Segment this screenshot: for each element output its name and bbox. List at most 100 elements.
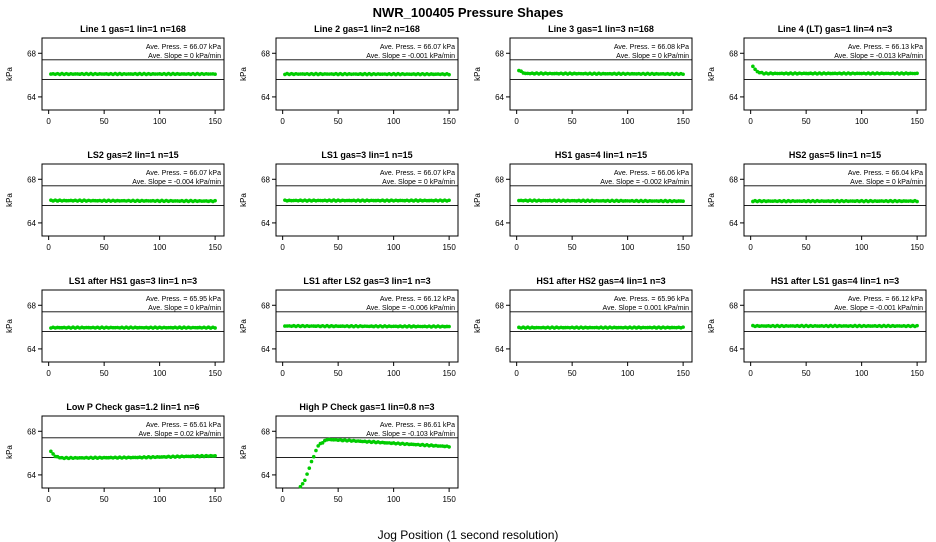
y-tick-label: 68 <box>261 427 270 436</box>
y-tick-label: 64 <box>495 345 504 354</box>
data-point <box>213 454 217 458</box>
data-point <box>213 72 217 77</box>
data-series <box>751 198 919 204</box>
data-series <box>283 71 451 77</box>
data-point <box>447 445 451 449</box>
annotation-ave-slope: Ave. Slope = -0.004 kPa/min <box>132 179 221 186</box>
data-point <box>447 324 451 329</box>
plot-box <box>509 163 693 237</box>
data-point <box>915 71 919 76</box>
panel-plot: Line 3 gas=1 lin=3 n=168 64 68 0 50 100 150 kPa… <box>473 24 693 126</box>
annotation-ave-slope: Ave. Slope = 0.001 kPa/min <box>603 305 690 312</box>
x-tick-label: 150 <box>676 117 690 126</box>
data-series <box>49 325 217 330</box>
annotation-ave-press: Ave. Press. = 66.12 kPa <box>848 296 923 303</box>
panel-plot: LS1 after LS2 gas=3 lin=1 n=3 64 68 0 50 100 1… <box>239 276 459 378</box>
y-tick-label: 68 <box>495 49 504 58</box>
y-tick-label: 68 <box>729 49 738 58</box>
x-tick-label: 50 <box>568 117 577 126</box>
data-series <box>298 437 451 489</box>
y-tick-label: 64 <box>729 93 738 102</box>
y-tick-label: 68 <box>495 175 504 184</box>
x-tick-label: 100 <box>855 369 869 378</box>
data-point <box>751 64 755 69</box>
panel-cell: LS1 gas=3 lin=1 n=15 64 68 0 50 100 150 kPa Ave.… <box>234 148 468 274</box>
y-axis-label: kPa <box>239 193 248 207</box>
annotation-ave-slope: Ave. Slope = 0.02 kPa/min <box>138 431 221 438</box>
data-series <box>751 323 919 329</box>
y-tick-label: 68 <box>729 301 738 310</box>
x-tick-label: 50 <box>802 117 811 126</box>
panel-title: Line 2 gas=1 lin=2 n=168 <box>314 24 420 34</box>
annotation-ave-slope: Ave. Slope = -0.006 kPa/min <box>366 305 455 312</box>
panel-cell: HS1 gas=4 lin=1 n=15 64 68 0 50 100 150 kPa Ave.… <box>468 148 702 274</box>
annotation-ave-slope: Ave. Slope = -0.013 kPa/min <box>834 53 923 60</box>
y-axis-label: kPa <box>707 319 716 333</box>
y-tick-label: 64 <box>261 219 270 228</box>
panel-plot: Line 1 gas=1 lin=1 n=168 64 68 0 50 100 150 kPa… <box>5 24 225 126</box>
plot-box <box>509 289 693 363</box>
x-tick-label: 0 <box>280 369 285 378</box>
y-tick-label: 68 <box>27 49 36 58</box>
x-axis-title: Jog Position (1 second resolution) <box>377 528 559 542</box>
plot-box <box>743 163 927 237</box>
plot-box <box>41 415 225 489</box>
x-tick-label: 0 <box>748 243 753 252</box>
annotation-ave-press: Ave. Press. = 66.06 kPa <box>614 170 689 177</box>
panel-plot: Line 2 gas=1 lin=2 n=168 64 68 0 50 100 150 kPa… <box>239 24 459 126</box>
panel-cell: Line 4 (LT) gas=1 lin=4 n=3 64 68 0 50 100 150… <box>702 22 936 148</box>
y-axis-label: kPa <box>473 319 482 333</box>
panel-title: LS1 after HS1 gas=3 lin=1 n=3 <box>69 276 197 286</box>
x-tick-label: 0 <box>46 117 51 126</box>
y-tick-label: 64 <box>495 93 504 102</box>
panel-cell: HS1 after LS1 gas=4 lin=1 n=3 64 68 0 50 100 1… <box>702 274 936 400</box>
panel-title: LS1 after LS2 gas=3 lin=1 n=3 <box>303 276 430 286</box>
main-title: NWR_100405 Pressure Shapes <box>372 5 564 20</box>
data-series <box>751 64 919 76</box>
annotation-ave-slope: Ave. Slope = -0.001 kPa/min <box>366 53 455 60</box>
panel-plot: LS2 gas=2 lin=1 n=15 64 68 0 50 100 150 kPa Ave.… <box>5 150 225 252</box>
data-point <box>915 199 919 204</box>
y-tick-label: 64 <box>729 219 738 228</box>
annotation-ave-press: Ave. Press. = 66.08 kPa <box>614 44 689 51</box>
x-tick-label: 50 <box>100 369 109 378</box>
data-point <box>915 323 919 328</box>
x-tick-label: 150 <box>676 243 690 252</box>
y-tick-label: 64 <box>261 471 270 480</box>
x-tick-label: 100 <box>855 117 869 126</box>
x-tick-label: 0 <box>46 369 51 378</box>
panel-cell: Line 1 gas=1 lin=1 n=168 64 68 0 50 100 150 kPa… <box>0 22 234 148</box>
annotation-ave-press: Ave. Press. = 66.12 kPa <box>380 296 455 303</box>
data-point <box>753 67 757 72</box>
y-tick-label: 64 <box>27 93 36 102</box>
y-axis-label: kPa <box>5 193 14 207</box>
x-tick-label: 50 <box>334 495 343 504</box>
plot-box <box>743 289 927 363</box>
x-tick-label: 0 <box>280 495 285 504</box>
panel-cell: LS1 after LS2 gas=3 lin=1 n=3 64 68 0 50 100 1… <box>234 274 468 400</box>
annotation-ave-press: Ave. Press. = 66.07 kPa <box>146 170 221 177</box>
annotation-ave-press: Ave. Press. = 66.07 kPa <box>146 44 221 51</box>
annotation-ave-slope: Ave. Slope = 0 kPa/min <box>850 179 923 186</box>
x-tick-label: 150 <box>208 243 222 252</box>
x-tick-label: 150 <box>910 369 924 378</box>
plot-box <box>509 37 693 111</box>
panel-cell: High P Check gas=1 lin=0.8 n=3 64 68 0 50 100… <box>234 400 468 526</box>
x-tick-label: 100 <box>387 117 401 126</box>
panel-cell: LS2 gas=2 lin=1 n=15 64 68 0 50 100 150 kPa Ave.… <box>0 148 234 274</box>
data-point <box>681 72 685 77</box>
y-axis-label: kPa <box>5 67 14 81</box>
data-series <box>283 323 451 329</box>
data-series <box>517 198 685 204</box>
annotation-ave-slope: Ave. Slope = -0.103 kPa/min <box>366 431 455 438</box>
y-tick-label: 68 <box>27 427 36 436</box>
y-tick-label: 64 <box>261 345 270 354</box>
x-tick-label: 50 <box>568 369 577 378</box>
annotation-ave-slope: Ave. Slope = 0 kPa/min <box>148 53 221 60</box>
x-tick-label: 150 <box>442 117 456 126</box>
y-tick-label: 64 <box>495 219 504 228</box>
x-tick-label: 150 <box>208 117 222 126</box>
data-point <box>447 72 451 77</box>
x-tick-label: 150 <box>910 117 924 126</box>
annotation-ave-slope: Ave. Slope = 0 kPa/min <box>616 53 689 60</box>
